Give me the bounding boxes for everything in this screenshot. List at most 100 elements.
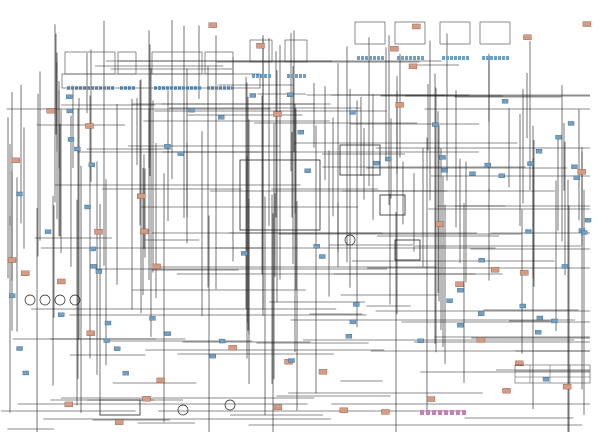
connector-pin bbox=[377, 56, 380, 60]
connector-plug bbox=[152, 263, 161, 270]
terminal bbox=[297, 129, 304, 135]
connector-pin bbox=[260, 74, 263, 78]
terminal bbox=[44, 229, 52, 234]
connector-pin bbox=[401, 56, 404, 60]
sensor bbox=[24, 294, 36, 306]
connector-housing bbox=[354, 21, 386, 45]
connector-plug bbox=[408, 63, 418, 70]
terminal-pink bbox=[456, 410, 460, 415]
connector-plug bbox=[523, 34, 532, 40]
connector-plug bbox=[46, 108, 55, 114]
terminal-pink bbox=[438, 410, 442, 415]
connector-housing bbox=[117, 51, 137, 75]
terminal-pink bbox=[462, 410, 466, 415]
connector-pin bbox=[486, 56, 489, 60]
connector-pin bbox=[442, 56, 445, 60]
components bbox=[7, 21, 592, 425]
sensor bbox=[177, 404, 189, 416]
terminal bbox=[439, 155, 446, 160]
terminal bbox=[149, 316, 156, 321]
connector-plug bbox=[156, 377, 165, 384]
connector-plug bbox=[490, 267, 500, 273]
terminal bbox=[478, 311, 485, 316]
connector-pin bbox=[303, 74, 306, 78]
terminal bbox=[432, 122, 439, 127]
connector-pin bbox=[421, 56, 424, 60]
terminal bbox=[241, 251, 248, 256]
connector-pin bbox=[409, 56, 412, 60]
terminal bbox=[535, 330, 542, 335]
terminal bbox=[65, 94, 73, 99]
connector-pin bbox=[291, 74, 294, 78]
connector-pin bbox=[373, 56, 376, 60]
connector-plug bbox=[64, 401, 74, 408]
component bbox=[339, 144, 381, 176]
terminal bbox=[177, 151, 185, 156]
terminal bbox=[573, 175, 580, 180]
connector-pin bbox=[502, 56, 505, 60]
connector-housing bbox=[284, 39, 308, 63]
connector-plug bbox=[412, 23, 421, 30]
terminal bbox=[542, 377, 550, 382]
connector-plug bbox=[395, 102, 404, 108]
connector-pin bbox=[490, 56, 493, 60]
terminal bbox=[525, 229, 532, 234]
connector-plug bbox=[86, 330, 95, 336]
terminal bbox=[67, 137, 75, 142]
connector-pin bbox=[361, 56, 364, 60]
terminal bbox=[478, 258, 485, 263]
connector-plug bbox=[94, 229, 103, 235]
connector-plug bbox=[85, 123, 94, 129]
terminal bbox=[484, 162, 491, 168]
sensor bbox=[69, 294, 81, 306]
connector-plug bbox=[390, 46, 399, 52]
connector-plug bbox=[520, 270, 529, 276]
connector-plug bbox=[476, 337, 486, 343]
connector-plug bbox=[142, 396, 151, 402]
terminal bbox=[286, 92, 294, 97]
terminal bbox=[555, 135, 562, 140]
terminal bbox=[561, 264, 569, 269]
connector-plug bbox=[7, 257, 17, 263]
connector-plug bbox=[381, 409, 390, 415]
connector-pin bbox=[506, 56, 509, 60]
connector-plug bbox=[140, 228, 149, 235]
terminal-pink bbox=[426, 410, 430, 415]
terminal bbox=[103, 338, 110, 343]
sensor bbox=[39, 294, 51, 306]
terminal bbox=[122, 370, 129, 376]
connector-plug bbox=[256, 43, 265, 49]
connector-housing bbox=[64, 51, 116, 75]
terminal bbox=[349, 110, 356, 115]
connector-plug bbox=[339, 407, 348, 413]
terminal bbox=[89, 246, 96, 252]
connector-plug bbox=[426, 396, 436, 402]
terminal bbox=[536, 315, 544, 321]
connector-pin bbox=[369, 56, 372, 60]
component bbox=[99, 399, 141, 416]
connector-plug bbox=[137, 193, 146, 199]
terminal bbox=[417, 338, 424, 343]
connector-plug bbox=[228, 345, 237, 351]
component bbox=[379, 194, 406, 216]
wires bbox=[0, 20, 590, 432]
terminal bbox=[188, 107, 195, 113]
terminal-pink bbox=[432, 410, 436, 415]
terminal bbox=[345, 334, 353, 339]
terminal bbox=[501, 99, 509, 104]
component bbox=[239, 159, 321, 231]
terminal bbox=[164, 331, 171, 336]
connector-plug bbox=[577, 169, 586, 175]
terminal bbox=[319, 254, 326, 259]
terminal bbox=[249, 93, 256, 98]
terminal bbox=[527, 161, 534, 166]
terminal bbox=[567, 121, 575, 126]
terminal bbox=[313, 244, 320, 249]
sensor bbox=[224, 399, 236, 411]
connector-housing bbox=[394, 21, 426, 45]
connector-plug bbox=[435, 221, 444, 227]
connector-plug bbox=[515, 360, 524, 367]
terminal bbox=[90, 264, 97, 269]
connector-pin bbox=[454, 56, 457, 60]
connector-pin bbox=[413, 56, 416, 60]
